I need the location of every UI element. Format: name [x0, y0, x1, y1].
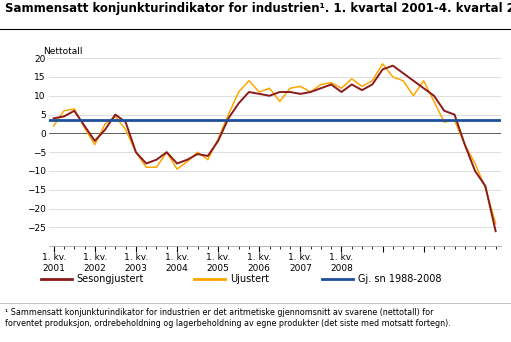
Ujustert: [246, 79, 252, 83]
Text: Sammensatt konjunkturindikator for industrien¹. 1. kvartal 2001-4. kvartal 2008: Sammensatt konjunkturindikator for indus…: [5, 2, 511, 15]
Gj. sn 1988-2008: [61, 118, 67, 122]
Sesongjustert: [102, 128, 108, 132]
Sesongjustert: [133, 150, 139, 154]
Sesongjustert: [482, 184, 489, 188]
Ujustert: [143, 165, 149, 169]
Sesongjustert: [493, 229, 499, 233]
Sesongjustert: [174, 161, 180, 166]
Sesongjustert: [81, 124, 87, 128]
Sesongjustert: [431, 94, 437, 98]
Sesongjustert: [71, 109, 77, 113]
Ujustert: [174, 167, 180, 171]
Ujustert: [123, 128, 129, 132]
Ujustert: [277, 99, 283, 103]
Ujustert: [266, 86, 272, 90]
Sesongjustert: [462, 143, 468, 147]
Ujustert: [287, 86, 293, 90]
Sesongjustert: [380, 67, 386, 71]
Sesongjustert: [143, 161, 149, 166]
Ujustert: [431, 99, 437, 103]
Line: Ujustert: Ujustert: [54, 64, 496, 224]
Sesongjustert: [400, 71, 406, 75]
Sesongjustert: [287, 90, 293, 94]
Sesongjustert: [92, 139, 98, 143]
Sesongjustert: [61, 114, 67, 119]
Sesongjustert: [297, 92, 304, 96]
Sesongjustert: [184, 158, 191, 162]
Text: Sesongjustert: Sesongjustert: [77, 274, 144, 284]
Ujustert: [421, 79, 427, 83]
Ujustert: [441, 120, 447, 124]
Ujustert: [164, 150, 170, 154]
Text: Ujustert: Ujustert: [230, 274, 269, 284]
Sesongjustert: [51, 116, 57, 120]
Sesongjustert: [421, 86, 427, 90]
Sesongjustert: [195, 152, 201, 156]
Ujustert: [51, 124, 57, 128]
Ujustert: [318, 82, 324, 87]
Ujustert: [308, 90, 314, 94]
Sesongjustert: [359, 88, 365, 92]
Text: Gj. sn 1988-2008: Gj. sn 1988-2008: [358, 274, 441, 284]
Sesongjustert: [277, 90, 283, 94]
Sesongjustert: [164, 150, 170, 154]
Ujustert: [400, 79, 406, 83]
Sesongjustert: [123, 120, 129, 124]
Ujustert: [493, 222, 499, 226]
Ujustert: [184, 159, 191, 164]
Line: Sesongjustert: Sesongjustert: [54, 66, 496, 231]
Ujustert: [153, 165, 159, 169]
Ujustert: [225, 113, 231, 117]
Sesongjustert: [328, 82, 334, 87]
Sesongjustert: [153, 158, 159, 162]
Sesongjustert: [472, 169, 478, 173]
Ujustert: [205, 158, 211, 162]
Sesongjustert: [441, 109, 447, 113]
Sesongjustert: [215, 139, 221, 143]
Ujustert: [61, 109, 67, 113]
Ujustert: [349, 77, 355, 81]
Ujustert: [102, 122, 108, 126]
Ujustert: [195, 150, 201, 154]
Sesongjustert: [205, 154, 211, 158]
Sesongjustert: [349, 82, 355, 87]
Text: ¹ Sammensatt konjunkturindikator for industrien er det aritmetiske gjennomsnitt : ¹ Sammensatt konjunkturindikator for ind…: [5, 308, 451, 328]
Sesongjustert: [112, 113, 119, 117]
Sesongjustert: [369, 82, 376, 87]
Sesongjustert: [390, 64, 396, 68]
Ujustert: [451, 118, 457, 122]
Ujustert: [133, 150, 139, 154]
Text: Nettotall: Nettotall: [43, 48, 83, 56]
Ujustert: [328, 80, 334, 84]
Sesongjustert: [225, 116, 231, 120]
Ujustert: [71, 107, 77, 111]
Ujustert: [297, 84, 304, 89]
Ujustert: [256, 90, 262, 94]
Sesongjustert: [266, 94, 272, 98]
Sesongjustert: [308, 90, 314, 94]
Ujustert: [338, 86, 344, 90]
Ujustert: [482, 186, 489, 190]
Ujustert: [410, 94, 416, 98]
Ujustert: [359, 84, 365, 89]
Ujustert: [92, 143, 98, 147]
Ujustert: [472, 161, 478, 166]
Ujustert: [390, 75, 396, 79]
Sesongjustert: [256, 92, 262, 96]
Sesongjustert: [236, 101, 242, 105]
Ujustert: [215, 137, 221, 141]
Ujustert: [81, 126, 87, 130]
Sesongjustert: [451, 113, 457, 117]
Sesongjustert: [246, 90, 252, 94]
Ujustert: [380, 62, 386, 66]
Sesongjustert: [318, 86, 324, 90]
Ujustert: [236, 90, 242, 94]
Gj. sn 1988-2008: [51, 118, 57, 122]
Ujustert: [462, 143, 468, 147]
Ujustert: [112, 114, 119, 119]
Sesongjustert: [410, 79, 416, 83]
Ujustert: [369, 79, 376, 83]
Sesongjustert: [338, 90, 344, 94]
